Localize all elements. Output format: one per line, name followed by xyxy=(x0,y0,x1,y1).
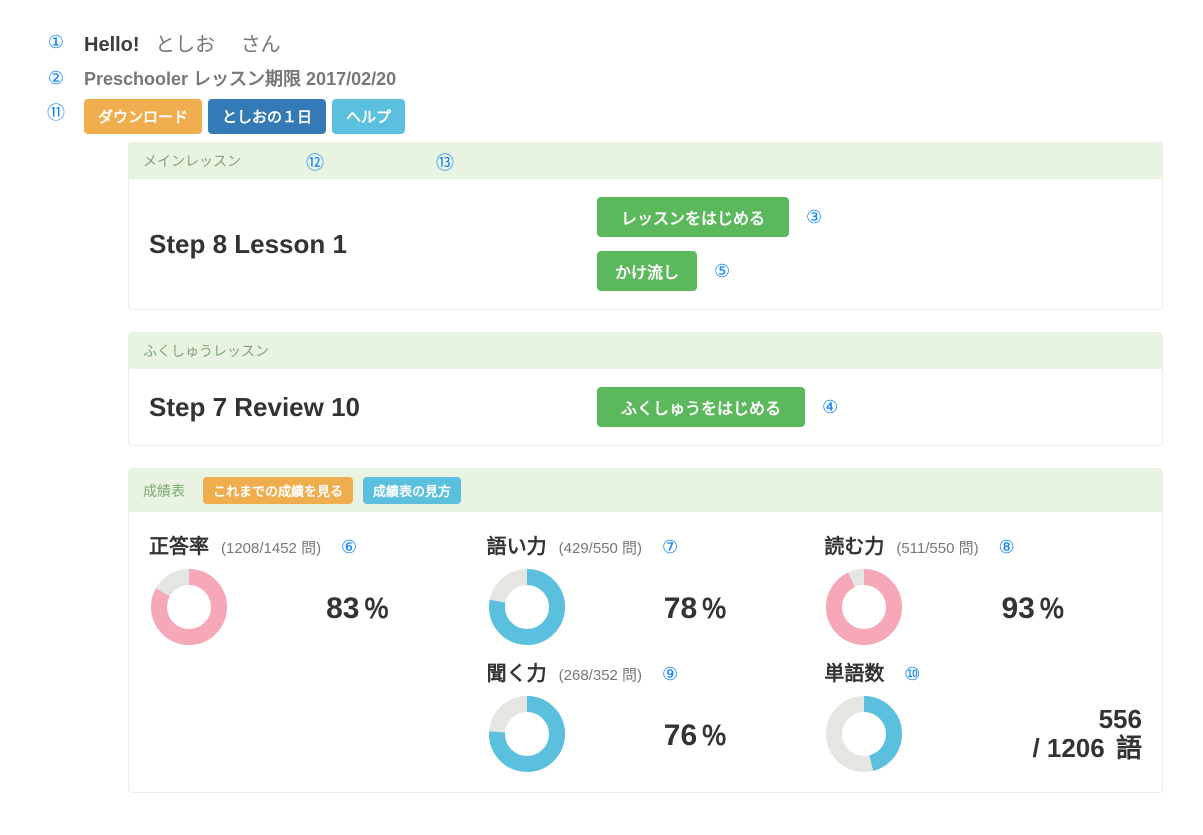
stat-words-donut xyxy=(824,694,904,774)
stats-panel-title: 成績表 xyxy=(143,481,185,501)
stat-vocab-title: 語い力 xyxy=(487,530,547,559)
annotation-1: ① xyxy=(40,32,72,53)
annotation-8: ⑧ xyxy=(991,537,1023,558)
main-lesson-panel-title: メインレッスン xyxy=(143,153,241,169)
stat-words-line2: / 1206 xyxy=(1032,733,1104,763)
annotation-3: ③ xyxy=(801,207,827,228)
view-history-button[interactable]: これまでの成績を見る xyxy=(203,477,353,504)
review-lesson-panel-title: ふくしゅうレッスン xyxy=(129,333,1162,369)
stat-reading-title: 読む力 xyxy=(824,530,884,559)
stat-correct-title: 正答率 xyxy=(149,530,209,559)
diary-button[interactable]: としおの１日 xyxy=(208,99,326,134)
annotation-10: ⑩ xyxy=(896,664,928,685)
stat-correct-donut xyxy=(149,567,229,647)
stat-words-unit: 語 xyxy=(1116,733,1142,763)
stat-words-title: 単語数 xyxy=(824,657,884,686)
annotation-6: ⑥ xyxy=(333,537,365,558)
stats-help-button[interactable]: 成績表の見方 xyxy=(363,477,461,504)
stat-listening: 聞く力 (268/352 問) ⑨ 76％ xyxy=(487,657,805,774)
stat-reading-donut xyxy=(824,567,904,647)
help-button[interactable]: ヘルプ xyxy=(332,99,405,134)
main-lesson-panel: メインレッスン ⑫ ⑬ Step 8 Lesson 1 レッスンをはじめる ③ … xyxy=(128,142,1163,310)
stream-button[interactable]: かけ流し xyxy=(597,251,697,291)
annotation-9: ⑨ xyxy=(654,664,686,685)
download-button[interactable]: ダウンロード xyxy=(84,99,202,134)
stats-panel: 成績表 これまでの成績を見る 成績表の見方 正答率 (1208/1452 問) … xyxy=(128,468,1163,793)
main-lesson-title: Step 8 Lesson 1 xyxy=(149,229,579,260)
stat-vocab: 語い力 (429/550 問) ⑦ 78％ xyxy=(487,530,805,647)
stat-words-line1: 556 xyxy=(924,705,1142,734)
annotation-11: ⑪ xyxy=(40,99,72,125)
stat-correct: 正答率 (1208/1452 問) ⑥ 83％ xyxy=(149,530,467,647)
stat-reading-unit: ％ xyxy=(1039,594,1065,624)
annotation-13: ⑬ xyxy=(429,149,461,175)
stat-vocab-donut xyxy=(487,567,567,647)
annotation-2: ② xyxy=(40,68,72,89)
stat-listening-title: 聞く力 xyxy=(487,657,547,686)
stat-listening-unit: ％ xyxy=(701,721,727,751)
stat-words: 単語数 ⑩ 556 / 1206 語 xyxy=(824,657,1142,774)
review-lesson-title: Step 7 Review 10 xyxy=(149,392,579,423)
start-lesson-button[interactable]: レッスンをはじめる xyxy=(597,197,789,237)
stat-correct-pct: 83 xyxy=(326,592,359,625)
stat-correct-unit: ％ xyxy=(364,594,390,624)
user-name-suffix: さん xyxy=(241,34,281,56)
subhead-text: Preschooler レッスン期限 2017/02/20 xyxy=(84,65,396,91)
stat-vocab-pct: 78 xyxy=(664,592,697,625)
stat-listening-donut xyxy=(487,694,567,774)
stat-listening-count: (268/352 問) xyxy=(559,664,642,685)
stat-vocab-count: (429/550 問) xyxy=(559,537,642,558)
stat-reading-pct: 93 xyxy=(1001,592,1034,625)
annotation-4: ④ xyxy=(817,397,843,418)
annotation-12: ⑫ xyxy=(299,149,331,175)
user-name: としお xyxy=(155,34,215,56)
stat-listening-pct: 76 xyxy=(664,719,697,752)
stat-vocab-unit: ％ xyxy=(701,594,727,624)
annotation-5: ⑤ xyxy=(709,261,735,282)
stat-reading: 読む力 (511/550 問) ⑧ 93％ xyxy=(824,530,1142,647)
stat-reading-count: (511/550 問) xyxy=(896,537,978,558)
start-review-button[interactable]: ふくしゅうをはじめる xyxy=(597,387,805,427)
annotation-7: ⑦ xyxy=(654,537,686,558)
stat-correct-count: (1208/1452 問) xyxy=(221,537,321,558)
hello-prefix: Hello! xyxy=(84,34,140,56)
review-lesson-panel: ふくしゅうレッスン Step 7 Review 10 ふくしゅうをはじめる ④ xyxy=(128,332,1163,446)
